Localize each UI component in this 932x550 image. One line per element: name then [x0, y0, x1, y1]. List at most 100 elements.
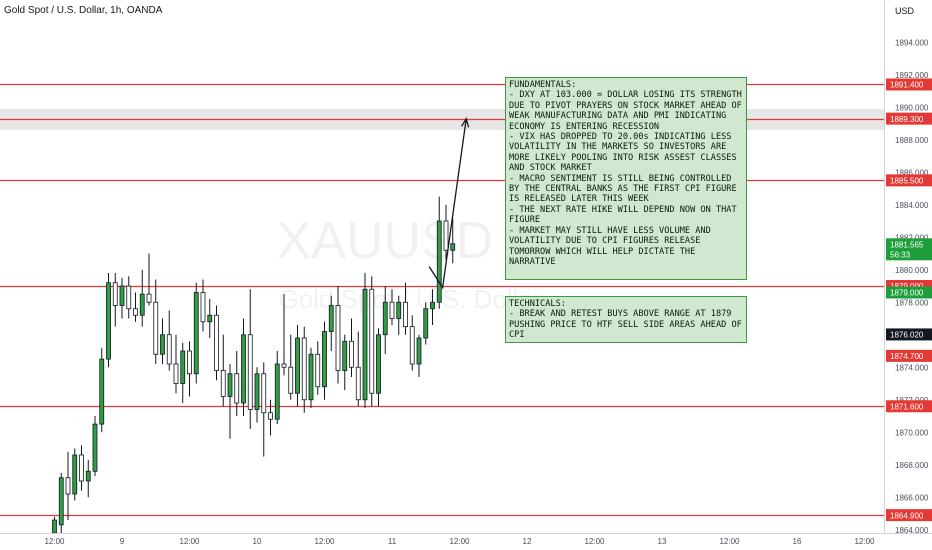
- marker-price-label-bg: [886, 349, 932, 362]
- bull-candle: [99, 347, 105, 433]
- candle-body: [281, 363, 287, 368]
- bull-candle: [58, 472, 64, 533]
- x-tick-label: 12: [523, 537, 532, 546]
- bull-candle: [274, 351, 280, 425]
- candle-body: [200, 292, 206, 323]
- candle-body: [180, 350, 186, 384]
- watermark-symbol: XAUUSD: [277, 212, 494, 270]
- candle-body: [335, 305, 341, 371]
- y-tick-label: 1868.000: [895, 461, 929, 470]
- candle-body: [268, 412, 273, 420]
- candle-body: [85, 470, 91, 482]
- bull-candle: [382, 286, 388, 355]
- bull-candle: [193, 282, 199, 384]
- candle-body: [52, 519, 57, 534]
- marker-price-label-text: 1874.700: [890, 352, 924, 361]
- x-tick-label: 12:00: [44, 537, 65, 546]
- arrow-head: [461, 116, 470, 128]
- candle-body: [254, 373, 260, 410]
- x-tick-label: 11: [388, 537, 397, 546]
- fundamentals-note[interactable]: FUNDAMENTALS: - DXY AT 103.000 = DOLLAR …: [505, 77, 747, 280]
- candle-body: [112, 282, 118, 306]
- level-price-label-bg: [886, 509, 932, 522]
- bear-candle: [133, 292, 138, 322]
- marker-price-label: 1876.020: [886, 328, 932, 341]
- bull-candle: [322, 321, 327, 400]
- candle-body: [389, 301, 395, 319]
- candle-body: [450, 243, 456, 251]
- candle-body: [308, 353, 314, 401]
- candle-body: [430, 301, 435, 310]
- y-tick-label: 1864.000: [895, 526, 929, 535]
- bull-candle: [139, 269, 145, 327]
- candle-body: [423, 308, 429, 339]
- level-price-label-bg: [886, 400, 932, 413]
- candle-body: [274, 363, 280, 420]
- y-tick-label: 1894.000: [895, 38, 929, 47]
- bull-candle: [52, 516, 57, 534]
- candle-body: [409, 326, 415, 365]
- bear-candle: [301, 326, 307, 413]
- level-price-label: 1889.300: [886, 112, 932, 125]
- candle-body: [139, 293, 145, 316]
- candle-body: [247, 334, 253, 410]
- candle-body: [153, 301, 159, 355]
- candle-body: [65, 477, 71, 495]
- candle-body: [58, 477, 64, 526]
- candle-body: [382, 301, 388, 336]
- bear-candle: [146, 253, 152, 306]
- bear-candle: [187, 341, 192, 397]
- marker-price-label-bg: [886, 286, 932, 299]
- candle-body: [160, 334, 165, 355]
- x-tick-label: 9: [120, 537, 125, 546]
- y-tick-label: 1870.000: [895, 428, 929, 437]
- time-axis[interactable]: 12:00 9 12:00 10 12:00 11 12:00 12 12:00 13 12:00 1…: [44, 537, 875, 546]
- candle-body: [349, 340, 354, 368]
- bear-candle: [268, 399, 273, 436]
- candle-body: [416, 337, 422, 365]
- candle-body: [106, 282, 111, 360]
- level-price-label: 1885.500: [886, 174, 932, 187]
- marker-price-label-bg: [886, 328, 932, 341]
- x-tick-label: 12:00: [179, 537, 200, 546]
- bear-candle: [173, 334, 179, 394]
- projection-line[interactable]: [428, 118, 467, 290]
- candle-body: [241, 334, 246, 404]
- marker-price-label-text: 1879.000: [890, 289, 924, 298]
- level-price-label: 1871.600: [886, 400, 932, 413]
- price-axis[interactable]: USD: [0, 0, 932, 534]
- candle-body: [342, 340, 348, 371]
- technicals-note[interactable]: TECHNICALS: - BREAK AND RETEST BUYS ABOV…: [505, 296, 747, 343]
- y-tick-label: 1892.000: [895, 71, 929, 80]
- x-tick-label: 13: [658, 537, 667, 546]
- projection-path[interactable]: [428, 116, 470, 290]
- candle-body: [261, 373, 267, 414]
- x-tick-label: 16: [793, 537, 802, 546]
- bear-candle: [112, 273, 118, 327]
- bull-candle: [376, 328, 381, 407]
- watermark-name: Gold Spot / U.S. Dollar: [279, 284, 542, 314]
- bear-candle: [349, 318, 354, 377]
- candle-body: [234, 373, 240, 404]
- level-price-label-text: 1871.600: [890, 402, 924, 411]
- bear-candle: [166, 310, 172, 371]
- candle-body: [166, 334, 172, 365]
- bear-candle: [220, 334, 226, 407]
- bull-candle: [92, 416, 98, 477]
- level-price-label-bg: [886, 174, 932, 187]
- candle-body: [92, 423, 98, 472]
- candle-body: [328, 305, 334, 332]
- candle-body: [436, 220, 442, 303]
- candle-body: [301, 337, 307, 401]
- bull-candle: [241, 318, 246, 416]
- bear-candle: [200, 279, 206, 332]
- y-tick-label: 1886.000: [895, 168, 929, 177]
- candle-body: [187, 350, 192, 375]
- bull-candle: [180, 342, 186, 403]
- watermark: XAUUSD Gold Spot / U.S. Dollar: [277, 212, 542, 314]
- candle-body: [295, 337, 300, 394]
- bear-candle: [126, 276, 132, 319]
- candle-body: [315, 353, 321, 388]
